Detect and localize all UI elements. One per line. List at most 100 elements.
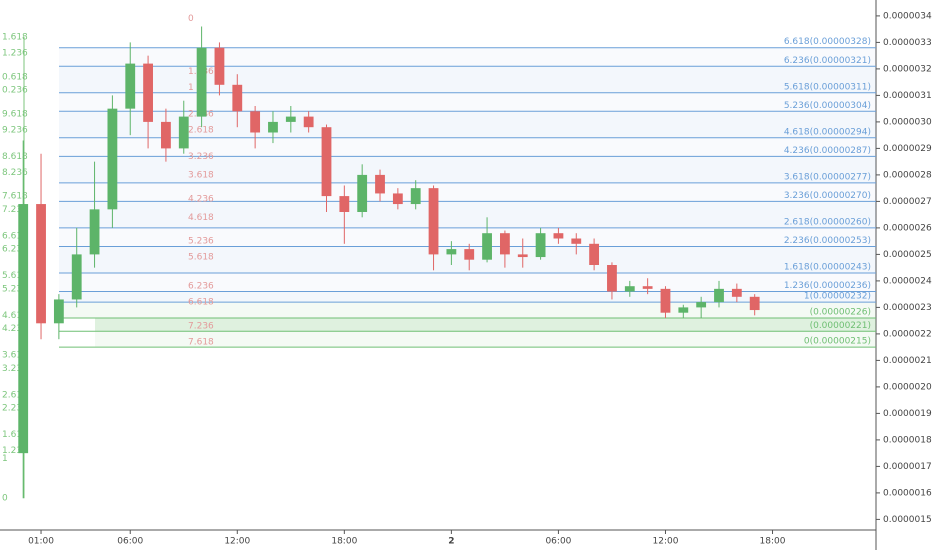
candle-body <box>696 302 707 308</box>
candle-body <box>553 233 564 239</box>
y-tick-label: 0.00000280 <box>883 170 932 180</box>
fib-label: 3.618(0.00000277) <box>784 172 871 182</box>
fib-label: 5.618(0.00000311) <box>784 82 871 92</box>
candle-body <box>660 288 671 313</box>
candle-body <box>232 84 243 112</box>
y-tick-label: 0.00000190 <box>883 409 932 419</box>
candle-body <box>392 193 403 205</box>
candle-body <box>375 174 385 194</box>
fib-band <box>59 302 876 318</box>
candle-body <box>607 265 617 292</box>
fib-tool-label: 1.236 <box>2 446 28 456</box>
candle-body <box>196 47 207 117</box>
fib-band <box>59 137 876 157</box>
candle-body <box>624 286 635 292</box>
fib-band <box>95 318 876 332</box>
candle-body <box>749 296 760 311</box>
candle-body <box>125 63 136 109</box>
fib-tool-label: 4.618 <box>2 311 28 321</box>
candle-body <box>410 188 421 205</box>
y-tick-label: 0.00000220 <box>883 329 932 339</box>
fib-label: 4.618(0.00000294) <box>784 127 871 137</box>
fib-tool-label: 4.618 <box>188 213 214 223</box>
fib-tool-label: 3.236 <box>188 152 214 162</box>
fib-label: 3.236(0.00000270) <box>784 191 871 201</box>
candle-body <box>642 286 653 289</box>
fib-tool-label: 8.236 <box>2 168 28 178</box>
y-tick-label: 0.00000330 <box>883 38 932 48</box>
x-tick-label: 12:00 <box>653 537 679 547</box>
fib-tool-label: 4.236 <box>2 324 28 334</box>
fib-band <box>59 182 876 202</box>
candle-body <box>178 116 189 149</box>
y-tick-label: 0.00000230 <box>883 303 932 313</box>
fib-tool-label: 8.618 <box>2 152 28 162</box>
candle-body <box>285 116 296 122</box>
x-tick-label: 2 <box>448 537 454 547</box>
fib-tool-label: 5.236 <box>188 237 214 247</box>
candle-body <box>535 233 546 258</box>
y-tick-label: 0.00000270 <box>883 197 932 207</box>
fib-label: 1(0.00000232) <box>804 292 871 302</box>
y-tick-label: 0.00000180 <box>883 435 932 445</box>
fib-tool-label: 9.618 <box>2 109 28 119</box>
candle-body <box>107 108 118 210</box>
fib-label: 5.236(0.00000304) <box>784 101 871 111</box>
fib-label: 1.236(0.00000236) <box>784 281 871 291</box>
fib-band <box>59 291 876 303</box>
fib-label: 6.236(0.00000321) <box>784 56 871 66</box>
candle-body <box>268 121 278 133</box>
fib-tool-label: 3.618 <box>2 351 28 361</box>
fib-label: 2.618(0.00000260) <box>784 217 871 227</box>
candle-body <box>143 63 153 122</box>
candle-body <box>18 204 29 454</box>
candle-body <box>339 196 350 212</box>
fib-band <box>59 201 876 228</box>
candle-body <box>517 254 528 258</box>
candle-body <box>731 288 742 297</box>
fib-tool-label: 4.236 <box>188 194 214 204</box>
fib-tool-label: 5.618 <box>188 253 214 263</box>
fib-label: 2.236(0.00000253) <box>784 236 871 246</box>
candle-body <box>589 243 600 265</box>
candle-body <box>428 188 439 255</box>
fib-tool-label: 0 <box>188 14 194 24</box>
fib-tool-label: 7.618 <box>2 192 28 202</box>
candle-body <box>36 204 46 324</box>
fib-tool-label: 5.618 <box>2 271 28 281</box>
candle-body <box>89 209 100 255</box>
fib-tool-label: 6.236 <box>188 282 214 292</box>
fib-tool-label: 5.236 <box>2 284 28 294</box>
fib-tool-label: 0.618 <box>2 72 28 82</box>
y-tick-label: 0.00000150 <box>883 515 932 525</box>
fib-tool-label: 1.236 <box>2 49 28 59</box>
fib-tool-label: 7.236 <box>188 321 214 331</box>
fib-tool-label: 6.618 <box>188 298 214 308</box>
x-tick-label: 12:00 <box>224 537 250 547</box>
y-tick-label: 0.00000200 <box>883 382 932 392</box>
fib-label: (0.00000221) <box>810 321 871 331</box>
candle-body <box>250 111 261 133</box>
fib-label: 1.618(0.00000243) <box>784 262 871 272</box>
x-tick-label: 18:00 <box>331 537 357 547</box>
fib-tool-label: 0.236 <box>2 86 28 96</box>
y-tick-label: 0.00000320 <box>883 64 932 74</box>
fib-label: 0(0.00000215) <box>804 337 871 347</box>
x-tick-label: 06:00 <box>117 537 143 547</box>
y-tick-label: 0.00000310 <box>883 91 932 101</box>
candle-body <box>482 233 492 260</box>
fib-band <box>59 156 876 183</box>
candle-body <box>714 288 724 303</box>
candle-body <box>446 249 457 255</box>
fib-band <box>59 47 876 67</box>
candle-body <box>53 299 64 324</box>
fib-tool-label: 1 <box>2 454 8 464</box>
candle-body <box>357 174 368 212</box>
candle-body <box>571 238 582 244</box>
fib-band <box>59 66 876 93</box>
x-tick-label: 06:00 <box>545 537 571 547</box>
candle-body <box>214 47 225 85</box>
fib-tool-label: 6.618 <box>2 231 28 241</box>
